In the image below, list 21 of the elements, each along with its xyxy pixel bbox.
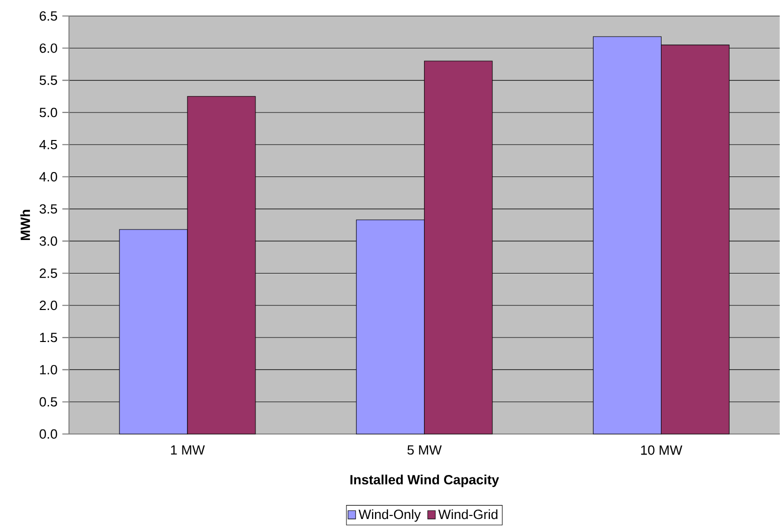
legend-label: Wind-Grid (438, 509, 498, 520)
y-tick-label: 3.5 (40, 204, 58, 214)
y-tick-label: 5.5 (40, 76, 58, 85)
y-tick-label: 0.0 (40, 429, 58, 439)
x-axis-title: Installed Wind Capacity (350, 474, 500, 488)
y-axis-title: MWh (20, 210, 30, 240)
x-tick-label: 10 MW (641, 445, 682, 455)
y-tick-label: 1.0 (40, 364, 58, 374)
y-tick-label: 3.0 (40, 236, 58, 246)
y-tick-label: 4.5 (39, 140, 58, 150)
y-tick-label: 1.5 (40, 332, 58, 342)
x-tick-label: 5 MW (407, 445, 442, 455)
y-tick-label: 5.0 (40, 108, 58, 118)
y-tick-label: 0.5 (40, 397, 58, 407)
y-tick-label: 2.5 (40, 268, 58, 278)
y-tick-label: 6.0 (40, 43, 58, 53)
x-tick-label: 1 MW (171, 445, 205, 455)
y-tick-label: 6.5 (40, 11, 58, 21)
y-tick-label: 4.0 (39, 172, 58, 182)
legend-label: Wind-Only (358, 509, 421, 522)
y-tick-label: 2.0 (40, 300, 58, 310)
